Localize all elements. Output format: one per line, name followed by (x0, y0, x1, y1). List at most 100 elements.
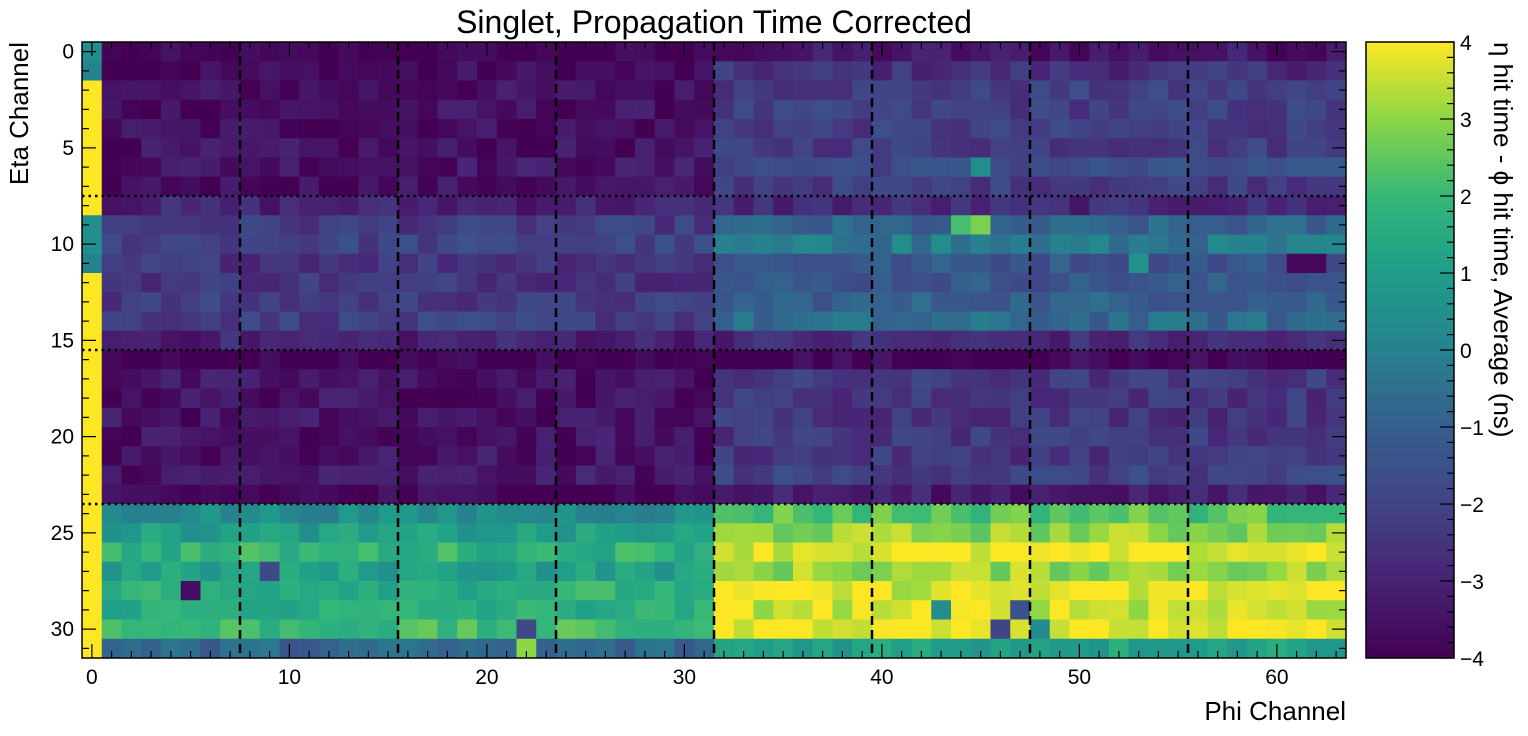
heatmap-cell (852, 504, 873, 524)
heatmap-cell (1148, 311, 1169, 332)
heatmap-cell (773, 542, 794, 563)
heatmap-cell (417, 600, 438, 620)
heatmap-cell (1326, 215, 1347, 235)
heatmap-cell (1128, 561, 1149, 582)
heatmap-cell (832, 119, 853, 139)
heatmap-cell (1326, 369, 1347, 389)
heatmap-cell (161, 215, 182, 235)
heatmap-cell (694, 369, 715, 389)
heatmap-cell (437, 600, 458, 620)
heatmap-cell (1286, 99, 1307, 120)
heatmap-cell (279, 600, 300, 620)
heatmap-cell (121, 638, 142, 659)
heatmap-cell (1286, 388, 1307, 409)
heatmap-cell (990, 99, 1011, 120)
heatmap-cell (496, 581, 517, 601)
heatmap-cell (990, 523, 1011, 543)
heatmap-cell (220, 157, 241, 178)
heatmap-cell (437, 292, 458, 312)
heatmap-cell (1089, 292, 1110, 312)
heatmap-cell (891, 369, 912, 389)
heatmap-cell (457, 42, 478, 62)
region-divider-lines (82, 42, 1346, 658)
heatmap-cell (753, 388, 774, 409)
heatmap-cell (536, 638, 557, 659)
heatmap-cell (279, 215, 300, 235)
heatmap-cell (911, 80, 932, 101)
heatmap-cell (180, 80, 201, 101)
heatmap-cell (1207, 619, 1228, 640)
heatmap-cell (891, 292, 912, 312)
heatmap-cell (970, 638, 991, 659)
heatmap-cell (1148, 157, 1169, 178)
colorbar-swatch (1366, 247, 1454, 253)
heatmap-cell (733, 253, 754, 274)
heatmap-cell (259, 523, 280, 543)
heatmap-cell (654, 446, 675, 466)
heatmap-cell (1109, 561, 1130, 582)
heatmap-cell (477, 253, 498, 274)
heatmap-cell (1148, 99, 1169, 120)
heatmap-cell (1069, 311, 1090, 332)
heatmap-cell (1049, 273, 1070, 293)
heatmap-cell (259, 465, 280, 486)
heatmap-cell (121, 99, 142, 120)
colorbar-swatch (1366, 72, 1454, 79)
heatmap-cell (931, 196, 952, 216)
heatmap-cell (812, 600, 833, 620)
heatmap-cell (200, 350, 221, 370)
heatmap-cell (615, 61, 636, 81)
heatmap-cell (141, 61, 162, 81)
heatmap-cell (1247, 330, 1268, 351)
heatmap-cell (990, 292, 1011, 312)
heatmap-cell (575, 99, 596, 120)
heatmap-cell (457, 273, 478, 293)
heatmap-cell (1267, 427, 1288, 447)
heatmap-cell (1188, 561, 1209, 582)
colorbar-swatch (1366, 57, 1454, 64)
heatmap-cell (733, 561, 754, 582)
heatmap-cell (1207, 215, 1228, 235)
heatmap-cell (1128, 215, 1149, 235)
heatmap-cell (1030, 600, 1051, 620)
heatmap-cell (733, 330, 754, 351)
heatmap-cell (654, 350, 675, 370)
heatmap-cell (575, 253, 596, 274)
heatmap-cell (477, 292, 498, 312)
heatmap-cell (180, 157, 201, 178)
heatmap-cell (180, 119, 201, 139)
heatmap-cell (852, 119, 873, 139)
heatmap-cell (180, 273, 201, 293)
heatmap-cell (595, 504, 616, 524)
heatmap-cell (615, 446, 636, 466)
heatmap-cell (1089, 215, 1110, 235)
heatmap-cell (121, 138, 142, 158)
heatmap-cell (200, 61, 221, 81)
heatmap-cell (1049, 330, 1070, 351)
heatmap-cell (319, 157, 340, 178)
heatmap-cell (437, 369, 458, 389)
heatmap-cell (1148, 388, 1169, 409)
heatmap-cell (733, 292, 754, 312)
heatmap-cell (536, 119, 557, 139)
heatmap-cell (931, 561, 952, 582)
heatmap-cell (516, 157, 537, 178)
heatmap-cell (872, 157, 893, 178)
heatmap-cell (852, 99, 873, 120)
heatmap-cell (1010, 157, 1031, 178)
heatmap-cell (180, 581, 201, 601)
heatmap-cell (417, 99, 438, 120)
heatmap-cell (714, 292, 735, 312)
heatmap-cell (141, 350, 162, 370)
heatmap-cell (101, 638, 122, 659)
heatmap-cell (536, 80, 557, 101)
heatmap-cell (141, 80, 162, 101)
heatmap-cell (200, 407, 221, 428)
heatmap-cell (378, 42, 399, 62)
heatmap-cell (891, 407, 912, 428)
heatmap-cell (654, 215, 675, 235)
heatmap-cell (319, 196, 340, 216)
colorbar-swatch (1366, 154, 1454, 161)
heatmap-cell (1089, 638, 1110, 659)
heatmap-cell (200, 119, 221, 139)
